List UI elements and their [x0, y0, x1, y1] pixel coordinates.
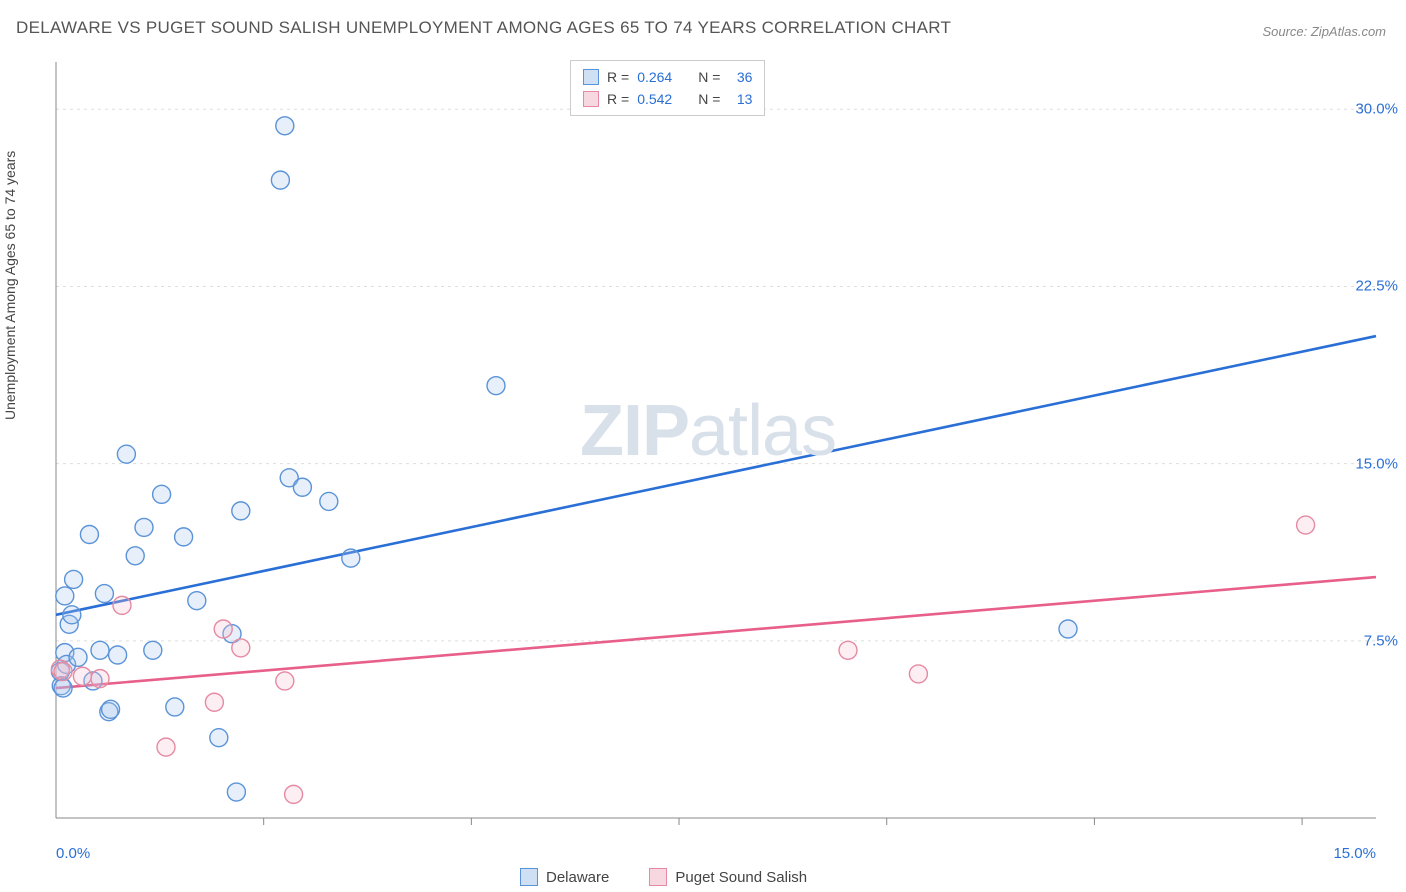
y-tick-label: 7.5% — [1364, 632, 1398, 649]
n-value: 13 — [728, 88, 752, 110]
legend-item: Delaware — [520, 868, 609, 886]
legend-swatch — [520, 868, 538, 886]
r-value: 0.542 — [637, 88, 672, 110]
stats-swatch — [583, 69, 599, 85]
correlation-stats-box: R = 0.264 N = 36 R = 0.542 N = 13 — [570, 60, 765, 116]
legend-swatch — [649, 868, 667, 886]
y-tick-label: 15.0% — [1355, 455, 1398, 472]
r-value: 0.264 — [637, 66, 672, 88]
chart-area — [50, 58, 1383, 828]
stats-row: R = 0.542 N = 13 — [583, 88, 752, 110]
legend-label: Puget Sound Salish — [675, 869, 807, 886]
chart-title: DELAWARE VS PUGET SOUND SALISH UNEMPLOYM… — [16, 18, 951, 38]
n-label: N = — [698, 88, 720, 110]
n-value: 36 — [728, 66, 752, 88]
legend-item: Puget Sound Salish — [649, 868, 807, 886]
y-tick-label: 30.0% — [1355, 101, 1398, 118]
legend-label: Delaware — [546, 869, 609, 886]
r-label: R = — [607, 88, 629, 110]
scatter-chart-svg — [50, 58, 1383, 828]
stats-row: R = 0.264 N = 36 — [583, 66, 752, 88]
series-legend: Delaware Puget Sound Salish — [520, 868, 807, 886]
y-tick-label: 22.5% — [1355, 278, 1398, 295]
source-attribution: Source: ZipAtlas.com — [1262, 24, 1386, 39]
x-tick-label: 0.0% — [56, 845, 90, 862]
n-label: N = — [698, 66, 720, 88]
y-axis-label: Unemployment Among Ages 65 to 74 years — [2, 151, 18, 420]
stats-swatch — [583, 91, 599, 107]
x-tick-label: 15.0% — [1333, 845, 1376, 862]
r-label: R = — [607, 66, 629, 88]
